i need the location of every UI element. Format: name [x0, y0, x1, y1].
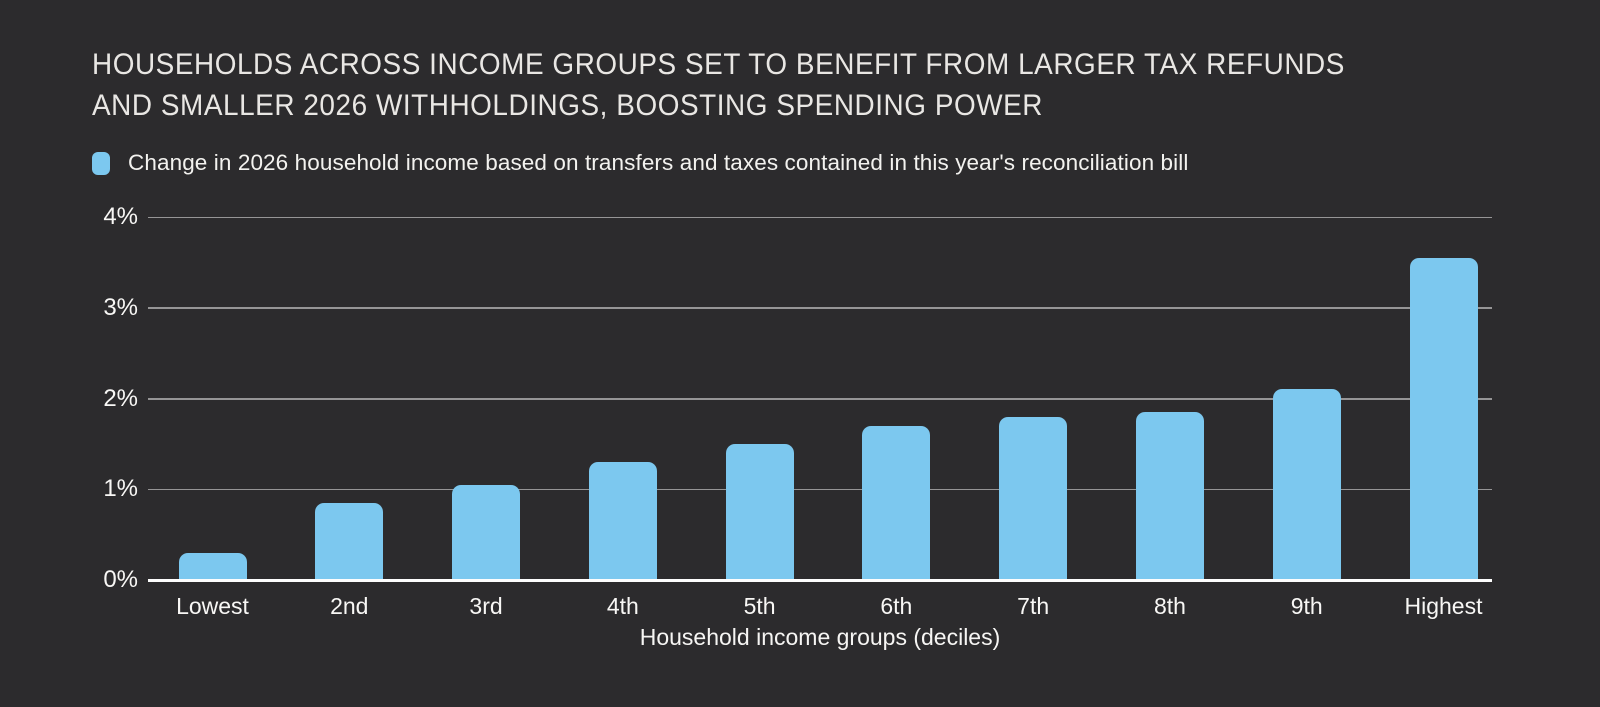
x-axis-tick-label: 7th [1017, 593, 1050, 619]
y-axis-tick-label: 0% [103, 566, 138, 593]
bar-3rd [452, 484, 521, 580]
x-axis-title: Household income groups (deciles) [639, 624, 1001, 650]
bar-9th [1272, 389, 1341, 580]
x-axis-tick-label: 9th [1290, 593, 1323, 619]
x-axis-tick-label: 3rd [469, 593, 503, 619]
bar-8th [1135, 412, 1204, 580]
chart-title-line1: HOUSEHOLDS ACROSS INCOME GROUPS SET TO B… [92, 48, 1345, 81]
gridline-3% [148, 307, 1492, 309]
x-axis-tick-label: 2nd [330, 593, 369, 619]
chart-title: HOUSEHOLDS ACROSS INCOME GROUPS SET TO B… [92, 44, 1345, 126]
y-axis-tick-label: 3% [103, 293, 138, 321]
bar-2nd [315, 502, 384, 580]
y-axis-tick-label: 2% [103, 384, 138, 412]
gridline-2% [148, 398, 1492, 400]
y-axis-tick-label: 1% [103, 475, 138, 503]
chart-title-line2: AND SMALLER 2026 WITHHOLDINGS, BOOSTING … [92, 89, 1044, 122]
bar-Highest [1409, 257, 1478, 580]
legend-label: Change in 2026 household income based on… [128, 150, 1189, 175]
gridline-1% [148, 488, 1492, 491]
legend: Change in 2026 household income based on… [92, 148, 1188, 178]
legend-swatch-icon [92, 151, 110, 175]
plot-area [148, 216, 1492, 582]
bar-4th [588, 462, 657, 580]
x-axis-tick-label: 6th [880, 593, 913, 619]
x-axis-line [148, 579, 1492, 582]
x-axis-tick-label: Highest [1404, 593, 1483, 619]
x-axis-tick-label: 5th [743, 593, 776, 619]
bar-Lowest [178, 552, 247, 580]
bar-7th [999, 416, 1068, 580]
bar-6th [862, 425, 931, 580]
x-axis-tick-label: 4th [606, 593, 639, 619]
bar-5th [725, 443, 794, 580]
x-axis-tick-label: Lowest [176, 593, 249, 619]
y-axis-tick-label: 4% [103, 203, 138, 230]
x-axis-tick-label: 8th [1153, 593, 1186, 619]
gridline-4% [148, 216, 1492, 218]
